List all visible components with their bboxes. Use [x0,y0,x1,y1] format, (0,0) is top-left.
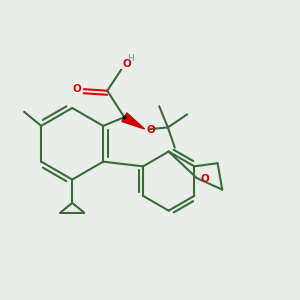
Text: O: O [122,59,131,69]
Text: O: O [147,125,155,135]
Text: O: O [200,174,209,184]
Text: H: H [128,54,134,63]
Polygon shape [122,113,145,129]
Text: O: O [73,84,81,94]
